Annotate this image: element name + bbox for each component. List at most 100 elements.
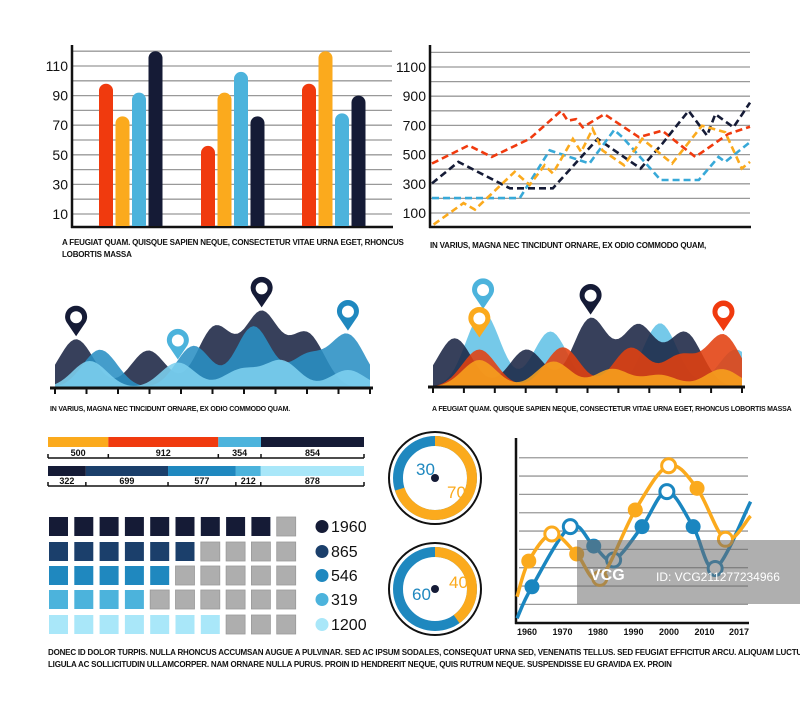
area-orange: [433, 360, 742, 387]
y-tick-label: 900: [403, 88, 427, 104]
warm-area-chart: [428, 278, 745, 393]
waffle-cell-empty: [250, 565, 271, 586]
stacked-segment: [48, 437, 109, 447]
data-point-blue: [658, 483, 676, 501]
bar-red: [201, 145, 215, 226]
donut-orange-label: 70: [447, 483, 466, 502]
waffle-cell-empty: [225, 614, 246, 635]
data-point-blue: [634, 519, 650, 535]
donut-orange-segment: [393, 547, 477, 631]
waffle-cell-filled: [124, 566, 144, 585]
bar-red: [302, 83, 316, 226]
data-point-blue: [685, 519, 701, 535]
waffle-cell-filled: [74, 590, 94, 609]
bar-red: [99, 83, 113, 226]
segment-label: 912: [156, 448, 171, 458]
waffle-cell-filled: [175, 517, 195, 536]
x-tick-label: 1970: [552, 627, 572, 637]
bar-orange: [115, 116, 130, 226]
map-pin-hole: [584, 289, 597, 302]
segment-label: 699: [119, 476, 134, 486]
bar-navy: [351, 95, 366, 226]
waffle-cell-filled: [124, 615, 144, 634]
x-tick-label: 2010: [694, 627, 714, 637]
waffle-cell-filled: [200, 517, 220, 536]
bar-chart-caption-line-1: A FEUGIAT QUAM. QUISQUE SAPIEN NEQUE, CO…: [62, 238, 405, 247]
x-tick-label: 2017: [729, 627, 749, 637]
waffle-cell-empty: [200, 565, 221, 586]
waffle-cell-empty: [225, 589, 246, 610]
y-tick-label: 500: [403, 147, 427, 163]
data-point-orange: [689, 480, 705, 496]
waffle-cell-empty: [200, 541, 221, 562]
segment-label: 354: [232, 448, 247, 458]
map-pin-hole: [171, 334, 184, 347]
y-tick-label: 300: [403, 176, 427, 192]
data-point-orange: [543, 525, 561, 543]
grouped-bar-chart: 10 30 50 70 90 110: [46, 45, 393, 229]
map-pin-hole: [255, 282, 268, 295]
y-tick-label: 700: [403, 117, 427, 133]
line-chart-caption: IN VARIUS, MAGNA NEC TINCIDUNT ORNARE, E…: [430, 241, 706, 250]
y-tick-label: 90: [52, 88, 68, 104]
bar-blue: [132, 92, 146, 226]
footer-text-line-2: LIGULA AC SOLLICITUDIN ULLAMCORPER. NAM …: [48, 660, 672, 669]
map-pin-hole: [341, 305, 354, 318]
segment-label: 322: [59, 476, 74, 486]
line-red: [431, 108, 751, 165]
donut-blue-label: 30: [416, 460, 435, 479]
map-pin-hole: [477, 283, 490, 296]
stacked-segment: [235, 466, 261, 476]
stacked-segment: [260, 466, 364, 476]
donut-center-dot: [431, 474, 439, 482]
waffle-cell-empty: [276, 589, 297, 610]
line-blue: [432, 128, 751, 200]
legend-value: 1200: [331, 617, 367, 634]
stacked-bars: 500 912 354 854 322 699 577 212 878: [47, 437, 365, 487]
legend-value: 865: [331, 544, 358, 561]
waffle-cell-filled: [74, 566, 94, 585]
waffle-cell-filled: [49, 517, 68, 536]
legend-value: 319: [331, 592, 358, 609]
segment-label: 212: [241, 476, 256, 486]
y-tick-label: 50: [52, 147, 68, 163]
waffle-cell-empty: [149, 589, 170, 610]
waffle-cell-filled: [175, 615, 195, 634]
stacked-segment: [108, 437, 219, 447]
y-tick-label: 1100: [396, 59, 426, 75]
donut-blue-label: 60: [412, 585, 431, 604]
waffle-cell-filled: [49, 566, 68, 585]
segment-label: 500: [71, 448, 86, 458]
x-tick-label: 1980: [588, 627, 608, 637]
waffle-cell-empty: [175, 589, 195, 610]
donut-center-dot: [431, 585, 439, 593]
waffle-cell-empty: [250, 614, 271, 635]
waffle-cell-filled: [150, 566, 170, 585]
waffle-cell-empty: [225, 541, 246, 562]
x-tick-label: 1990: [623, 627, 643, 637]
blue-area-caption: IN VARIUS, MAGNA NEC TINCIDUNT ORNARE, E…: [50, 406, 290, 413]
area-light: [55, 359, 370, 388]
waffle-cell-filled: [99, 542, 119, 561]
watermark-id: ID: VCG211277234966: [656, 570, 780, 584]
waffle-cell-filled: [200, 615, 220, 634]
waffle-cell-filled: [74, 517, 94, 536]
line-navy: [431, 101, 752, 190]
waffle-cell-filled: [150, 517, 170, 536]
waffle-cell-empty: [225, 565, 246, 586]
waffle-cell-filled: [175, 542, 195, 561]
waffle-chart: 1960 865 546 319 1200: [49, 516, 367, 635]
waffle-cell-filled: [124, 517, 144, 536]
stacked-segment: [85, 466, 169, 476]
data-point-blue: [561, 518, 579, 536]
donut-charts: 30 70 60 40: [388, 431, 482, 636]
waffle-cell-filled: [99, 590, 119, 609]
bar-blue: [335, 113, 349, 226]
waffle-cell-filled: [150, 542, 170, 561]
waffle-cell-filled: [49, 590, 68, 609]
legend-dot: [315, 520, 329, 533]
waffle-cell-empty: [276, 516, 297, 537]
waffle-cell-filled: [251, 517, 271, 536]
waffle-cell-filled: [124, 542, 144, 561]
